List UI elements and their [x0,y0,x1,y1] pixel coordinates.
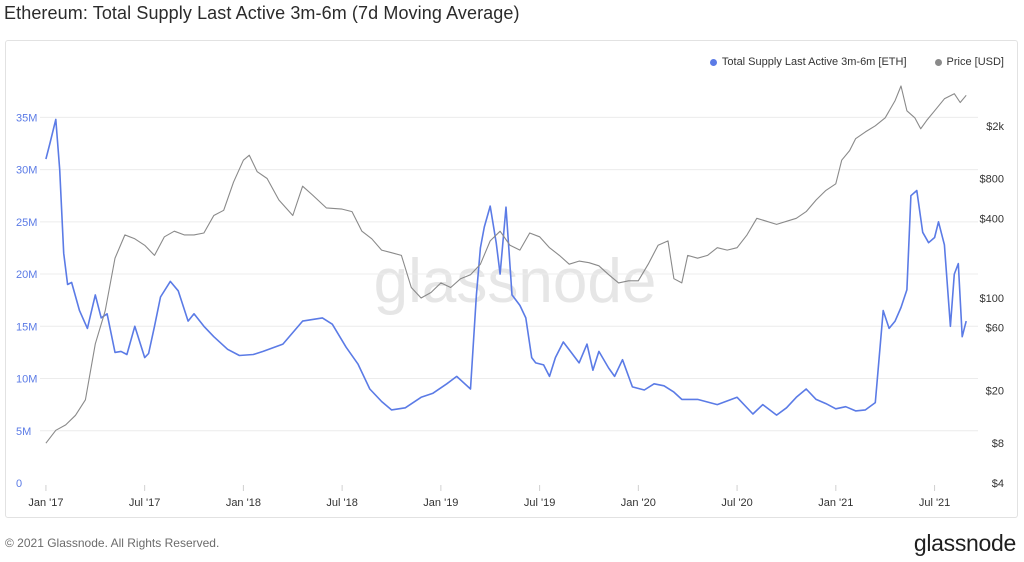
series-line-price [45,85,967,444]
y-right-tick-label: $100 [980,293,1004,305]
chart-legend: Total Supply Last Active 3m-6m [ETH] Pri… [709,56,1004,68]
x-tick-label: Jul '20 [721,497,752,509]
y-left-tick-label: 35M [16,112,37,124]
glassnode-logo[interactable]: glassnode [913,530,1016,556]
y-left-tick-label: 15M [16,321,37,333]
x-tick-label: Jul '19 [524,497,555,509]
legend-label-supply: Total Supply Last Active 3m-6m [ETH] [721,56,907,68]
x-tick-label: Jan '19 [423,497,458,509]
legend-item-supply[interactable]: Total Supply Last Active 3m-6m [ETH] [709,56,907,68]
x-tick-label: Jan '20 [621,497,656,509]
y-right-tick-label: $4 [992,478,1004,490]
copyright-text: © 2021 Glassnode. All Rights Reserved. [5,536,220,550]
legend-item-price[interactable]: Price [USD] [934,56,1004,68]
y-left-tick-label: 30M [16,165,37,177]
x-tick-label: Jan '17 [28,497,63,509]
watermark-text: glassnode [374,247,657,316]
series-lines [45,85,967,444]
y-left-tick-label: 5M [16,426,31,438]
x-tick-label: Jan '18 [226,497,261,509]
x-axis: Jan '17 Jul '17 Jan '18 Jul '18 Jan '19 Jul '… [28,485,950,509]
x-tick-label: Jul '21 [919,497,950,509]
legend-dot-price [934,58,942,66]
y-left-tick-label: 25M [16,217,37,229]
y-right-tick-label: $400 [980,213,1004,225]
left-axis: 0 5M 10M 15M 20M 25M 30M 35M [16,112,37,490]
y-left-tick-label: 20M [16,269,37,281]
chart-panel [5,40,1018,518]
y-left-tick-label: 0 [16,478,22,490]
legend-dot-supply [709,58,717,66]
y-right-tick-label: $8 [992,438,1004,450]
legend-label-price: Price [USD] [946,56,1004,68]
y-right-tick-label: $60 [986,322,1004,334]
x-tick-label: Jul '17 [129,497,160,509]
right-axis: $4 $8 $20 $60 $100 $400 $800 $2k [980,121,1005,490]
y-left-tick-label: 10M [16,374,37,386]
x-tick-label: Jul '18 [326,497,357,509]
y-right-tick-label: $2k [986,121,1004,133]
y-right-tick-label: $20 [986,386,1004,398]
chart-title: Ethereum: Total Supply Last Active 3m-6m… [4,3,520,23]
y-right-tick-label: $800 [980,173,1004,185]
gridlines [40,116,978,432]
series-line-supply [45,118,967,416]
x-tick-label: Jan '21 [818,497,853,509]
